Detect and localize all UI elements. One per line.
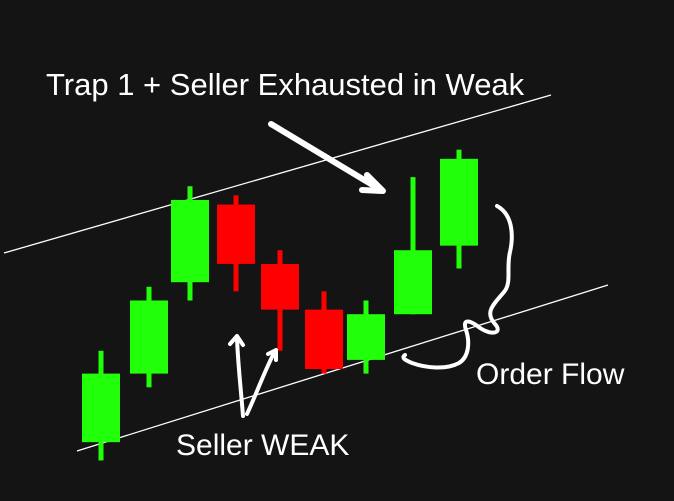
annotation-seller-weak: Seller WEAK (176, 429, 350, 462)
seller-weak-arrows (228, 334, 278, 418)
candle-5 (261, 250, 299, 351)
candle-body (82, 373, 120, 443)
candles-group (82, 149, 478, 461)
candle-body (261, 263, 299, 310)
candle-body (171, 199, 209, 283)
candle-wick (410, 177, 416, 315)
candle-1 (82, 350, 120, 461)
candle-9 (440, 149, 478, 269)
order-flow-squiggle (401, 204, 514, 370)
candle-body (305, 309, 343, 370)
candle-6 (305, 291, 343, 374)
candle-4 (217, 195, 255, 292)
candle-body (347, 314, 385, 360)
candle-body (440, 158, 478, 246)
channel-upper-line (3, 94, 552, 254)
candle-body (130, 300, 168, 374)
candle-body (394, 250, 432, 315)
candle-3 (171, 186, 209, 301)
candle-8 (394, 177, 432, 315)
annotation-title: Trap 1 + Seller Exhausted in Weak (46, 67, 525, 102)
pointer-arrow (268, 121, 386, 194)
candle-2 (130, 286, 168, 388)
candle-7 (347, 300, 385, 374)
candle-body (217, 204, 255, 264)
annotation-order-flow: Order Flow (476, 358, 625, 391)
